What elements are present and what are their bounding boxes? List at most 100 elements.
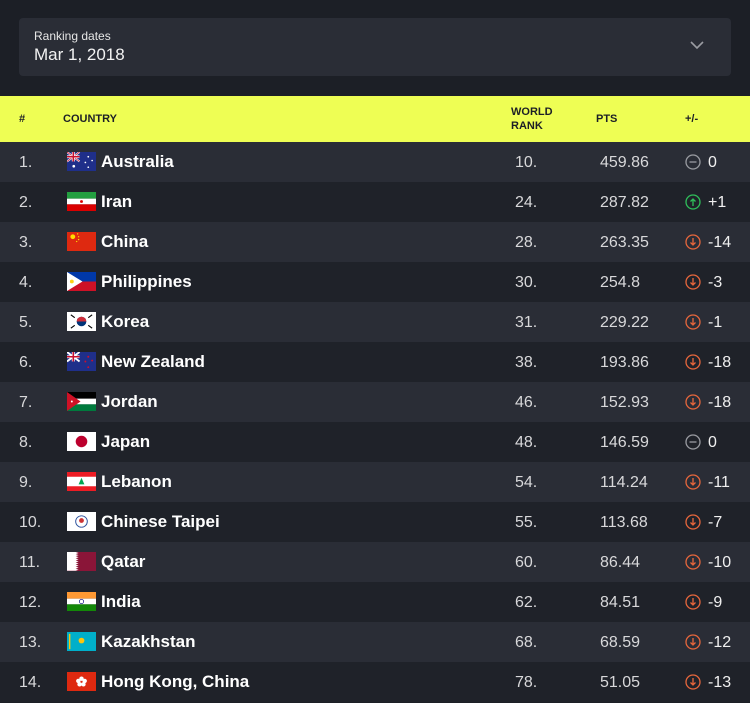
flag-japan-icon [67, 432, 96, 451]
world-rank: 30. [515, 274, 538, 291]
arrow-down-circle-icon [685, 514, 701, 530]
rank-change: 0 [708, 434, 717, 451]
country-name[interactable]: Jordan [101, 392, 158, 411]
points: 152.93 [600, 394, 649, 411]
arrow-down-circle-icon [685, 394, 701, 410]
ranking-dates-dropdown[interactable]: Ranking dates Mar 1, 2018 [19, 18, 731, 76]
world-rank: 46. [515, 394, 538, 411]
country-name[interactable]: Kazakhstan [101, 632, 196, 651]
flag-new-zealand-icon [67, 352, 96, 371]
arrow-down-circle-icon [685, 234, 701, 250]
rank-position: 14. [19, 674, 42, 691]
flag-philippines-icon [67, 272, 96, 291]
rank-position: 6. [19, 354, 33, 371]
table-row[interactable]: 4. Philippines 30. 254.8 -3 [0, 262, 750, 302]
rank-position: 8. [19, 434, 33, 451]
country-name[interactable]: India [101, 592, 141, 611]
rank-change: -9 [708, 594, 723, 611]
ranking-dates-label: Ranking dates [34, 29, 111, 43]
country-name[interactable]: China [101, 232, 149, 251]
rank-change: -11 [708, 474, 730, 491]
rank-position: 1. [19, 154, 33, 171]
points: 68.59 [600, 634, 641, 651]
flag-kazakhstan-icon [67, 632, 96, 651]
rank-change: -12 [708, 634, 732, 651]
rank-change: -14 [708, 234, 732, 251]
table-row[interactable]: 10. Chinese Taipei 55. 113.68 -7 [0, 502, 750, 542]
arrow-down-circle-icon [685, 314, 701, 330]
country-name[interactable]: Philippines [101, 272, 192, 291]
table-row[interactable]: 6. New Zealand 38. 193.86 -18 [0, 342, 750, 382]
table-row[interactable]: 8. Japan 48. 146.59 0 [0, 422, 750, 462]
world-rank: 55. [515, 514, 538, 531]
rank-change: -18 [708, 354, 732, 371]
country-name[interactable]: Qatar [101, 552, 146, 571]
world-rank: 38. [515, 354, 538, 371]
flag-australia-icon [67, 152, 96, 171]
flag-jordan-icon [67, 392, 96, 411]
flag-hong-kong-icon [67, 672, 96, 691]
country-name[interactable]: Lebanon [101, 472, 172, 491]
table-row[interactable]: 12. India 62. 84.51 -9 [0, 582, 750, 622]
rank-change: -3 [708, 274, 723, 291]
table-row[interactable]: 1. Australia 10. 459.86 0 [0, 142, 750, 182]
points: 86.44 [600, 554, 641, 571]
table-row[interactable]: 9. Lebanon 54. 114.24 -11 [0, 462, 750, 502]
world-rank: 31. [515, 314, 538, 331]
rank-position: 7. [19, 394, 33, 411]
points: 51.05 [600, 674, 641, 691]
arrow-down-circle-icon [685, 634, 701, 650]
no-change-icon [685, 154, 701, 170]
flag-korea-icon [67, 312, 96, 331]
rank-position: 4. [19, 274, 33, 291]
table-row[interactable]: 13. Kazakhstan 68. 68.59 -12 [0, 622, 750, 662]
country-name[interactable]: Australia [101, 152, 174, 171]
world-rank: 78. [515, 674, 538, 691]
world-rank: 68. [515, 634, 538, 651]
table-row[interactable]: 5. Korea 31. 229.22 -1 [0, 302, 750, 342]
world-rank: 62. [515, 594, 538, 611]
table-row[interactable]: 11. Qatar 60. 86.44 -10 [0, 542, 750, 582]
world-rank: 28. [515, 234, 538, 251]
rank-change: -1 [708, 314, 723, 331]
rank-position: 2. [19, 194, 33, 211]
world-rank: 24. [515, 194, 538, 211]
arrow-down-circle-icon [685, 594, 701, 610]
world-rank: 48. [515, 434, 538, 451]
no-change-icon [685, 434, 701, 450]
points: 84.51 [600, 594, 641, 611]
country-name[interactable]: Chinese Taipei [101, 512, 220, 531]
header-country: COUNTRY [63, 113, 117, 125]
country-name[interactable]: Hong Kong, China [101, 672, 250, 691]
rank-change: -13 [708, 674, 732, 691]
country-name[interactable]: Korea [101, 312, 150, 331]
rank-position: 10. [19, 514, 42, 531]
table-row[interactable]: 3. China 28. 263.35 -14 [0, 222, 750, 262]
country-name[interactable]: New Zealand [101, 352, 205, 371]
world-rank: 54. [515, 474, 538, 491]
flag-china-icon [67, 232, 96, 251]
points: 287.82 [600, 194, 649, 211]
flag-chinese-taipei-icon [67, 512, 96, 531]
points: 114.24 [600, 474, 648, 491]
country-name[interactable]: Japan [101, 432, 151, 451]
arrow-down-circle-icon [685, 274, 701, 290]
arrow-up-circle-icon [685, 194, 701, 210]
points: 459.86 [600, 154, 649, 171]
table-row[interactable]: 2. Iran 24. 287.82 +1 [0, 182, 750, 222]
points: 193.86 [600, 354, 649, 371]
arrow-down-circle-icon [685, 474, 701, 490]
header-rank: # [19, 113, 26, 125]
points: 263.35 [600, 234, 649, 251]
rank-position: 13. [19, 634, 42, 651]
country-name[interactable]: Iran [101, 192, 133, 211]
header-world-rank-line1: WORLD [511, 106, 553, 118]
rank-position: 11. [19, 554, 41, 571]
table-row[interactable]: 7. Jordan 46. 152.93 -18 [0, 382, 750, 422]
arrow-down-circle-icon [685, 674, 701, 690]
points: 229.22 [600, 314, 649, 331]
world-rank: 60. [515, 554, 538, 571]
world-rank: 10. [515, 154, 538, 171]
rank-position: 5. [19, 314, 33, 331]
table-row[interactable]: 14. Hong Kong, China 78. 51.05 -13 [0, 662, 750, 702]
